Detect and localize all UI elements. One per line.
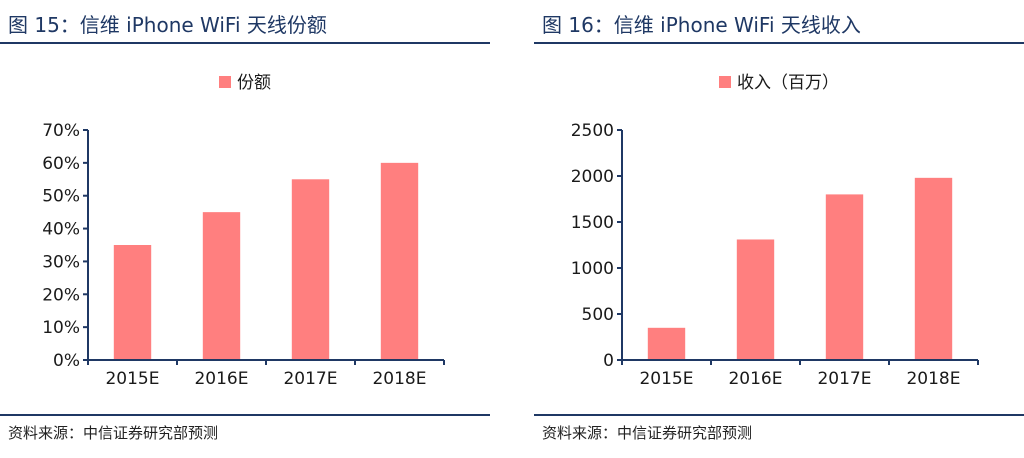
y-tick-label: 70%	[42, 121, 80, 141]
bar-2017E	[291, 179, 330, 360]
title-divider	[0, 42, 490, 44]
x-tick-label: 2016E	[728, 369, 782, 389]
y-tick-label: 1500	[571, 213, 614, 233]
x-tick-label: 2017E	[283, 369, 337, 389]
y-tick-label: 60%	[42, 154, 80, 174]
y-tick-label: 2000	[571, 167, 614, 187]
chart-title: 图 15：信维 iPhone WiFi 天线份额	[8, 13, 327, 37]
chart-source: 资料来源：中信证券研究部预测	[8, 424, 219, 442]
legend-label: 收入（百万）	[737, 73, 839, 93]
share-bar-chart: 份额 0% 10% 20% 30% 40% 50% 60% 70% 2015E 2016E 2017E…	[42, 73, 445, 389]
legend-label: 份额	[237, 73, 271, 93]
chart-source: 资料来源：中信证券研究部预测	[542, 424, 753, 442]
legend: 份额	[219, 73, 271, 93]
x-tick-label: 2015E	[105, 369, 159, 389]
y-tick-label: 30%	[42, 252, 80, 272]
bar-2016E	[202, 212, 241, 360]
bar-2016E	[736, 239, 775, 360]
legend-swatch	[219, 76, 231, 88]
y-tick-label: 2500	[571, 121, 614, 141]
legend-swatch	[719, 76, 731, 88]
source-divider	[534, 414, 1024, 416]
x-tick-label: 2017E	[817, 369, 871, 389]
bar-2018E	[380, 162, 419, 360]
y-tick-label: 10%	[42, 318, 80, 338]
x-tick-label: 2018E	[372, 369, 426, 389]
x-tick-label: 2016E	[194, 369, 248, 389]
y-tick-label: 1000	[571, 259, 614, 279]
x-tick-label: 2015E	[639, 369, 693, 389]
title-divider	[534, 42, 1024, 44]
y-tick-label: 0%	[53, 351, 80, 371]
bar-2018E	[914, 177, 953, 360]
y-tick-label: 0	[603, 351, 614, 371]
chart-panel-share: 图 15：信维 iPhone WiFi 天线份额 份额 0% 10% 20% 30% 40…	[0, 0, 490, 458]
y-tick-label: 50%	[42, 187, 80, 207]
bar-2017E	[825, 194, 864, 360]
bar-2015E	[113, 245, 152, 360]
x-tick-label: 2018E	[906, 369, 960, 389]
y-tick-label: 40%	[42, 220, 80, 240]
legend: 收入（百万）	[719, 73, 839, 93]
y-tick-label: 500	[582, 305, 614, 325]
source-divider	[0, 414, 490, 416]
y-tick-label: 20%	[42, 285, 80, 305]
revenue-bar-chart: 收入（百万） 0 500 1000 1500 2000 2500 2015E 2016E 2017…	[571, 73, 979, 389]
chart-panel-revenue: 图 16：信维 iPhone WiFi 天线收入 收入（百万） 0 500 1000 1…	[534, 0, 1024, 458]
chart-title: 图 16：信维 iPhone WiFi 天线收入	[542, 13, 861, 37]
bar-2015E	[647, 327, 686, 360]
